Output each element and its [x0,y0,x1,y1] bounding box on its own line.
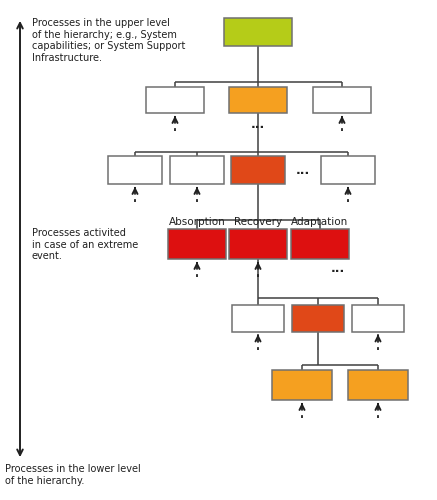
Text: ...: ... [251,118,265,130]
Text: Recovery: Recovery [234,217,282,227]
Text: Absorption: Absorption [169,217,225,227]
Text: Processes in the lower level
of the hierarchy.: Processes in the lower level of the hier… [5,464,141,485]
FancyBboxPatch shape [232,304,284,332]
FancyBboxPatch shape [108,156,162,184]
FancyBboxPatch shape [272,370,332,400]
FancyBboxPatch shape [170,156,224,184]
FancyBboxPatch shape [229,87,287,113]
FancyBboxPatch shape [321,156,375,184]
Text: Adaptation: Adaptation [291,217,349,227]
FancyBboxPatch shape [348,370,408,400]
FancyBboxPatch shape [352,304,404,332]
FancyBboxPatch shape [229,229,287,259]
Text: Processes activited
in case of an extreme
event.: Processes activited in case of an extrem… [32,228,138,261]
FancyBboxPatch shape [231,156,285,184]
FancyBboxPatch shape [291,229,349,259]
FancyBboxPatch shape [146,87,204,113]
Text: ...: ... [296,164,310,176]
FancyBboxPatch shape [313,87,371,113]
Text: ...: ... [331,262,345,276]
FancyBboxPatch shape [224,18,292,46]
FancyBboxPatch shape [168,229,226,259]
Text: Processes in the upper level
of the hierarchy; e.g., System
capabilities; or Sys: Processes in the upper level of the hier… [32,18,185,63]
FancyBboxPatch shape [292,304,344,332]
